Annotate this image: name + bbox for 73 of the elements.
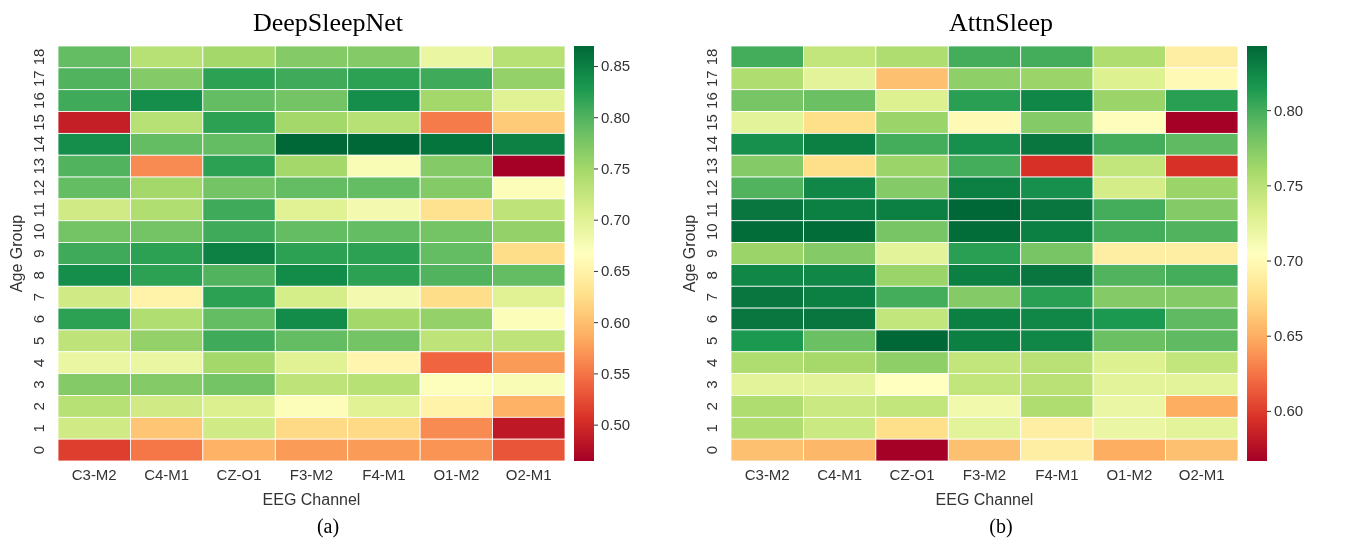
y-tick-label: 5 <box>703 336 720 346</box>
color-bar-label: 0.80 <box>601 108 631 126</box>
y-tick-label: 15 <box>30 114 47 131</box>
x-tick-label: F4-M1 <box>1035 465 1079 483</box>
y-tick-label: 0 <box>30 445 47 455</box>
y-tick-label: 1 <box>30 424 47 433</box>
x-axis-title: EEG Channel <box>935 491 1034 508</box>
color-bar-label: 0.85 <box>601 57 631 75</box>
color-bar-label: 0.60 <box>1274 402 1304 420</box>
color-bar-label: 0.50 <box>601 416 631 434</box>
y-tick-label: 16 <box>30 92 47 109</box>
y-tick-label: 7 <box>30 293 47 302</box>
color-bar-label: 0.65 <box>1274 327 1304 345</box>
x-tick-label: CZ-O1 <box>216 465 262 483</box>
text: (a) <box>315 515 341 538</box>
y-tick-label: 16 <box>703 92 720 109</box>
y-tick-label: 13 <box>30 157 47 175</box>
y-tick-label: 4 <box>30 358 47 367</box>
x-tick-label: F3-M2 <box>289 465 334 483</box>
y-tick-label: 3 <box>703 380 720 389</box>
x-tick-label: C4-M1 <box>144 465 190 483</box>
y-tick-label: 18 <box>703 48 720 66</box>
y-tick-label: 2 <box>703 402 720 411</box>
chart-title: AttnSleep <box>948 8 1054 39</box>
y-axis-title: Age Group <box>680 214 698 293</box>
color-bar-label: 0.75 <box>1274 176 1304 194</box>
x-tick-label: C3-M2 <box>744 465 790 483</box>
text: (b) <box>988 515 1014 538</box>
x-tick-label: CZ-O1 <box>889 465 935 483</box>
y-tick-label: 4 <box>703 358 720 367</box>
y-tick-label: 10 <box>703 223 720 240</box>
y-tick-label: 2 <box>30 402 47 411</box>
y-tick-label: 11 <box>30 202 47 218</box>
y-tick-label: 8 <box>703 271 720 280</box>
y-axis-title: Age Group <box>7 214 25 293</box>
y-tick-label: 9 <box>30 249 47 258</box>
y-tick-label: 14 <box>30 135 47 153</box>
x-tick-label: O2-M1 <box>505 465 552 483</box>
y-tick-label: 6 <box>30 314 47 324</box>
x-tick-label: O2-M1 <box>1178 465 1225 483</box>
y-tick-label: 9 <box>703 249 720 258</box>
y-tick-label: 12 <box>30 179 47 197</box>
color-bar-label: 0.80 <box>1274 101 1304 119</box>
x-tick-label: O1-M2 <box>1106 465 1153 483</box>
color-bar-label: 0.55 <box>601 364 631 382</box>
y-tick-label: 12 <box>703 179 720 197</box>
color-bar-label: 0.70 <box>601 211 631 229</box>
x-tick-label: C4-M1 <box>817 465 863 483</box>
y-tick-label: 13 <box>703 157 720 175</box>
color-bar-label: 0.75 <box>601 159 631 177</box>
x-tick-label: F4-M1 <box>362 465 406 483</box>
y-tick-label: 7 <box>703 293 720 302</box>
x-tick-label: O1-M2 <box>433 465 480 483</box>
x-tick-label: C3-M2 <box>71 465 117 483</box>
y-tick-label: 14 <box>703 135 720 153</box>
y-tick-label: 1 <box>703 424 720 433</box>
color-bar-label: 0.60 <box>601 313 631 331</box>
color-bar-label: 0.70 <box>1274 252 1304 270</box>
y-tick-label: 3 <box>30 380 47 389</box>
y-tick-label: 18 <box>30 48 47 66</box>
color-bar-label: 0.65 <box>601 262 631 280</box>
y-tick-label: 6 <box>703 314 720 324</box>
y-tick-label: 0 <box>703 445 720 455</box>
chart-title: DeepSleepNet <box>251 8 405 39</box>
y-tick-label: 11 <box>703 202 720 218</box>
y-tick-label: 8 <box>30 271 47 280</box>
y-tick-label: 17 <box>30 70 47 88</box>
y-tick-label: 5 <box>30 336 47 346</box>
y-tick-label: 10 <box>30 223 47 240</box>
y-tick-label: 17 <box>703 70 720 88</box>
x-tick-label: F3-M2 <box>962 465 1007 483</box>
x-axis-title: EEG Channel <box>262 491 361 508</box>
y-tick-label: 15 <box>703 114 720 131</box>
